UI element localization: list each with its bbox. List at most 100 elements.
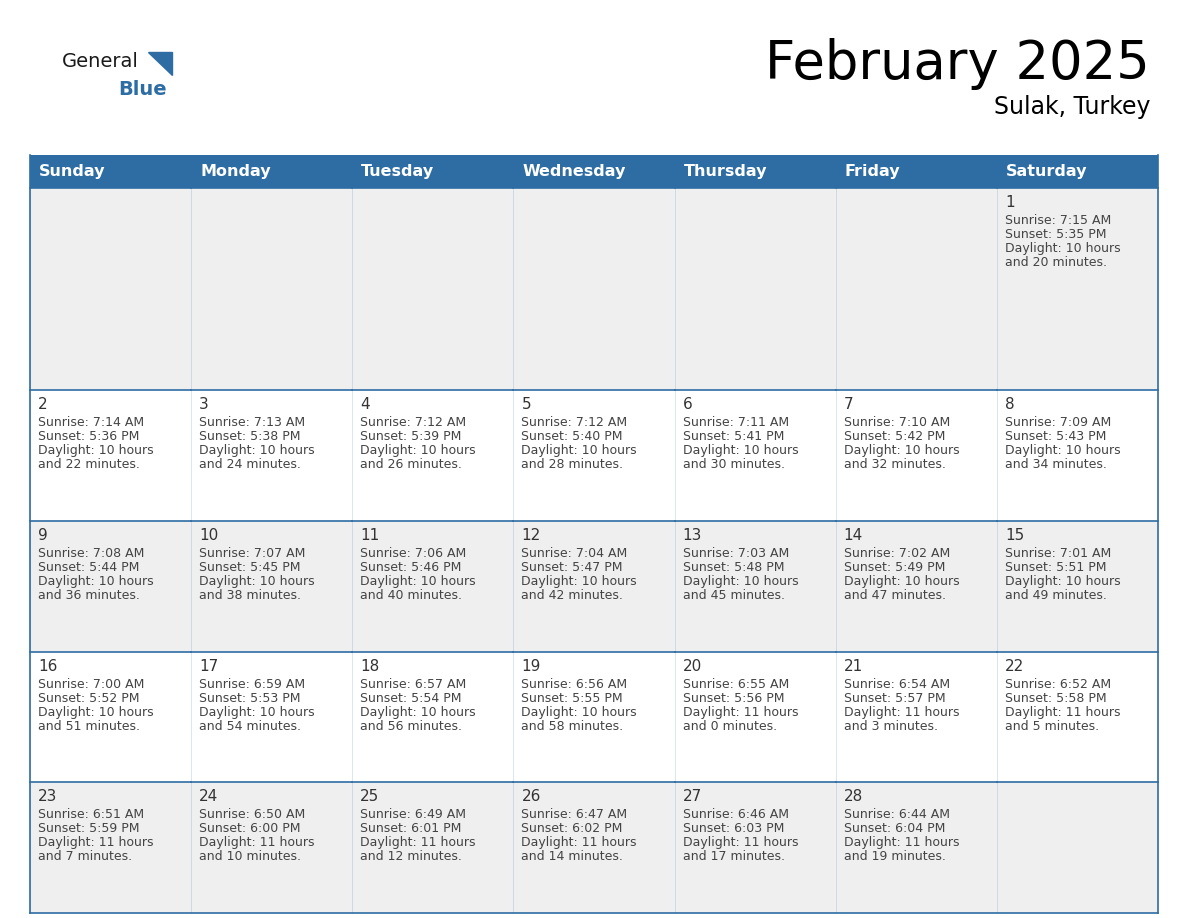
Text: Sunset: 5:58 PM: Sunset: 5:58 PM [1005, 692, 1106, 705]
Text: 15: 15 [1005, 528, 1024, 543]
Bar [997, 782, 1158, 913]
Text: Sunset: 5:54 PM: Sunset: 5:54 PM [360, 692, 462, 705]
Text: Daylight: 11 hours: Daylight: 11 hours [843, 706, 959, 719]
Bar [675, 652, 835, 782]
Text: Sunrise: 7:11 AM: Sunrise: 7:11 AM [683, 417, 789, 430]
Text: Sunrise: 7:01 AM: Sunrise: 7:01 AM [1005, 547, 1111, 560]
Text: Daylight: 10 hours: Daylight: 10 hours [38, 575, 153, 588]
Text: and 58 minutes.: and 58 minutes. [522, 720, 624, 733]
Text: Sunset: 5:44 PM: Sunset: 5:44 PM [38, 561, 139, 574]
Text: Sunset: 5:59 PM: Sunset: 5:59 PM [38, 823, 139, 835]
Text: Wednesday: Wednesday [523, 164, 626, 179]
Text: and 14 minutes.: and 14 minutes. [522, 850, 624, 863]
Text: and 47 minutes.: and 47 minutes. [843, 589, 946, 602]
Text: Daylight: 10 hours: Daylight: 10 hours [1005, 575, 1120, 588]
Text: Sunset: 5:40 PM: Sunset: 5:40 PM [522, 431, 623, 443]
Text: Sunset: 5:45 PM: Sunset: 5:45 PM [200, 561, 301, 574]
Text: Daylight: 10 hours: Daylight: 10 hours [522, 444, 637, 457]
Bar [353, 521, 513, 652]
Text: and 28 minutes.: and 28 minutes. [522, 458, 624, 472]
Text: and 40 minutes.: and 40 minutes. [360, 589, 462, 602]
Text: 20: 20 [683, 659, 702, 674]
Text: 2: 2 [38, 397, 48, 412]
Text: Daylight: 10 hours: Daylight: 10 hours [38, 444, 153, 457]
Text: and 3 minutes.: and 3 minutes. [843, 720, 937, 733]
Text: Sunset: 6:04 PM: Sunset: 6:04 PM [843, 823, 946, 835]
Text: and 12 minutes.: and 12 minutes. [360, 850, 462, 863]
Text: and 26 minutes.: and 26 minutes. [360, 458, 462, 472]
Text: Sunset: 5:39 PM: Sunset: 5:39 PM [360, 431, 462, 443]
Text: Sunrise: 7:12 AM: Sunrise: 7:12 AM [522, 417, 627, 430]
Text: Sunset: 5:36 PM: Sunset: 5:36 PM [38, 431, 139, 443]
Text: 23: 23 [38, 789, 57, 804]
Text: 5: 5 [522, 397, 531, 412]
Text: and 30 minutes.: and 30 minutes. [683, 458, 784, 472]
Text: Tuesday: Tuesday [361, 164, 435, 179]
Bar [675, 188, 835, 390]
Text: and 7 minutes.: and 7 minutes. [38, 850, 132, 863]
Text: Sunset: 5:35 PM: Sunset: 5:35 PM [1005, 228, 1106, 241]
Text: Sunrise: 7:07 AM: Sunrise: 7:07 AM [200, 547, 305, 560]
Text: Sunrise: 6:51 AM: Sunrise: 6:51 AM [38, 809, 144, 822]
Text: 14: 14 [843, 528, 862, 543]
Text: Daylight: 11 hours: Daylight: 11 hours [843, 836, 959, 849]
Text: Sunset: 5:38 PM: Sunset: 5:38 PM [200, 431, 301, 443]
Bar [835, 188, 997, 390]
Text: Sunset: 5:53 PM: Sunset: 5:53 PM [200, 692, 301, 705]
Text: Daylight: 10 hours: Daylight: 10 hours [200, 706, 315, 719]
Text: Sunrise: 6:57 AM: Sunrise: 6:57 AM [360, 677, 467, 690]
Text: Sunrise: 6:56 AM: Sunrise: 6:56 AM [522, 677, 627, 690]
Text: and 34 minutes.: and 34 minutes. [1005, 458, 1107, 472]
Text: General: General [62, 52, 139, 71]
Bar [997, 390, 1158, 521]
Text: 16: 16 [38, 659, 57, 674]
Text: Daylight: 11 hours: Daylight: 11 hours [1005, 706, 1120, 719]
Text: 8: 8 [1005, 397, 1015, 412]
Text: Sunset: 5:42 PM: Sunset: 5:42 PM [843, 431, 946, 443]
Text: and 10 minutes.: and 10 minutes. [200, 850, 301, 863]
Text: Sunset: 6:00 PM: Sunset: 6:00 PM [200, 823, 301, 835]
Text: Daylight: 10 hours: Daylight: 10 hours [360, 444, 476, 457]
Text: 13: 13 [683, 528, 702, 543]
Text: Blue: Blue [118, 80, 166, 99]
Text: and 49 minutes.: and 49 minutes. [1005, 589, 1107, 602]
Text: Sulak, Turkey: Sulak, Turkey [993, 95, 1150, 119]
Text: Monday: Monday [200, 164, 271, 179]
Text: Sunrise: 6:44 AM: Sunrise: 6:44 AM [843, 809, 949, 822]
Text: and 17 minutes.: and 17 minutes. [683, 850, 784, 863]
Text: Sunrise: 6:55 AM: Sunrise: 6:55 AM [683, 677, 789, 690]
Text: Daylight: 11 hours: Daylight: 11 hours [200, 836, 315, 849]
Bar [191, 390, 353, 521]
Text: Sunset: 6:03 PM: Sunset: 6:03 PM [683, 823, 784, 835]
Text: Sunset: 5:55 PM: Sunset: 5:55 PM [522, 692, 623, 705]
Text: Daylight: 11 hours: Daylight: 11 hours [683, 836, 798, 849]
Bar [353, 652, 513, 782]
Text: Daylight: 10 hours: Daylight: 10 hours [360, 706, 476, 719]
Text: Sunrise: 7:03 AM: Sunrise: 7:03 AM [683, 547, 789, 560]
Text: 9: 9 [38, 528, 48, 543]
Text: Sunrise: 7:12 AM: Sunrise: 7:12 AM [360, 417, 467, 430]
Text: 10: 10 [200, 528, 219, 543]
Text: Friday: Friday [845, 164, 901, 179]
Bar [513, 782, 675, 913]
Text: Sunset: 5:41 PM: Sunset: 5:41 PM [683, 431, 784, 443]
Text: Sunset: 5:49 PM: Sunset: 5:49 PM [843, 561, 946, 574]
Text: Sunset: 5:46 PM: Sunset: 5:46 PM [360, 561, 462, 574]
Text: Daylight: 11 hours: Daylight: 11 hours [38, 836, 153, 849]
Bar [997, 188, 1158, 390]
Text: and 32 minutes.: and 32 minutes. [843, 458, 946, 472]
Text: Sunrise: 7:00 AM: Sunrise: 7:00 AM [38, 677, 145, 690]
Bar [835, 390, 997, 521]
Text: Daylight: 10 hours: Daylight: 10 hours [843, 575, 960, 588]
Bar [835, 782, 997, 913]
Text: and 22 minutes.: and 22 minutes. [38, 458, 140, 472]
Bar [191, 521, 353, 652]
Text: Sunset: 5:43 PM: Sunset: 5:43 PM [1005, 431, 1106, 443]
Text: 4: 4 [360, 397, 369, 412]
Text: Daylight: 10 hours: Daylight: 10 hours [522, 706, 637, 719]
Text: and 51 minutes.: and 51 minutes. [38, 720, 140, 733]
Text: Sunrise: 7:06 AM: Sunrise: 7:06 AM [360, 547, 467, 560]
Bar [513, 188, 675, 390]
Text: Daylight: 11 hours: Daylight: 11 hours [522, 836, 637, 849]
Text: Sunset: 6:02 PM: Sunset: 6:02 PM [522, 823, 623, 835]
